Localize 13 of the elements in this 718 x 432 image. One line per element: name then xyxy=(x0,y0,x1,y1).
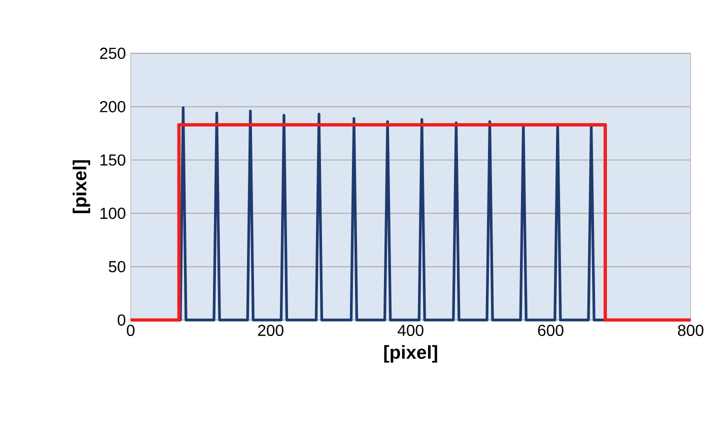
y-axis-title: [pixel] xyxy=(72,160,90,214)
y-tick-label: 100 xyxy=(100,208,126,219)
x-tick-label: 800 xyxy=(678,324,704,336)
x-tick-label: 200 xyxy=(258,324,284,336)
y-tick-label: 0 xyxy=(118,314,126,326)
x-tick-label: 400 xyxy=(398,324,424,336)
y-tick-label: 50 xyxy=(108,261,126,272)
y-tick-label: 200 xyxy=(100,101,126,112)
x-tick-label: 0 xyxy=(126,324,135,336)
y-tick-label: 250 xyxy=(100,48,126,59)
x-axis-title: [pixel] xyxy=(384,345,438,363)
x-tick-label: 600 xyxy=(538,324,564,336)
y-tick-label: 150 xyxy=(100,154,126,166)
